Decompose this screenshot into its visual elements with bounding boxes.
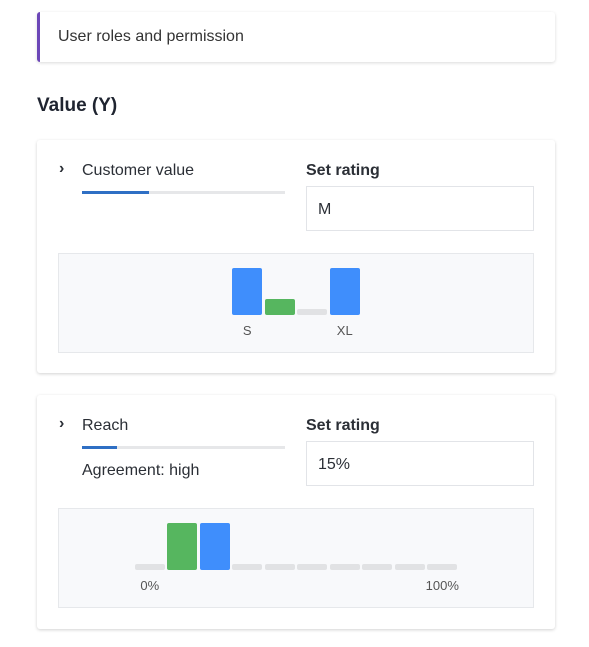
bar <box>329 268 360 315</box>
card: › Reach Agreement: high Set rating 15% 0… <box>37 395 555 629</box>
x-tick-label: S <box>242 323 252 338</box>
bar <box>264 299 295 315</box>
section-title: Value (Y) <box>37 95 118 116</box>
rating-label: Set rating <box>306 417 380 434</box>
progress-fill <box>82 446 117 449</box>
x-tick-label: XL <box>336 323 353 338</box>
bar <box>362 564 393 570</box>
rating-input[interactable]: M <box>306 186 534 231</box>
card: › Customer value Set rating M S XL <box>37 140 555 373</box>
rating-label: Set rating <box>306 162 380 179</box>
top-card[interactable]: User roles and permission <box>37 12 555 62</box>
bar <box>232 564 263 570</box>
bar <box>134 564 165 570</box>
card-name: Reach <box>82 417 129 434</box>
bar <box>297 564 328 570</box>
progress-track <box>82 191 285 194</box>
agreement: Agreement: high <box>82 462 200 479</box>
card-name: Customer value <box>82 162 195 179</box>
chart-panel: 0% 100% <box>58 508 534 608</box>
progress-fill <box>82 191 149 194</box>
bar <box>394 564 425 570</box>
bar <box>232 268 263 315</box>
x-tick-label: 100% <box>425 578 459 593</box>
bar <box>297 309 328 315</box>
expand-chevron[interactable]: › <box>59 415 65 432</box>
bar <box>199 523 230 570</box>
rating-input[interactable]: 15% <box>306 441 534 486</box>
progress-track <box>82 446 285 449</box>
bar <box>329 564 360 570</box>
x-tick-label: 0% <box>140 578 160 593</box>
bar <box>167 523 198 570</box>
top-card-title: User roles and permission <box>58 28 244 45</box>
chart-panel: S XL <box>58 253 534 353</box>
bar <box>427 564 458 570</box>
expand-chevron[interactable]: › <box>59 160 65 177</box>
bar <box>264 564 295 570</box>
